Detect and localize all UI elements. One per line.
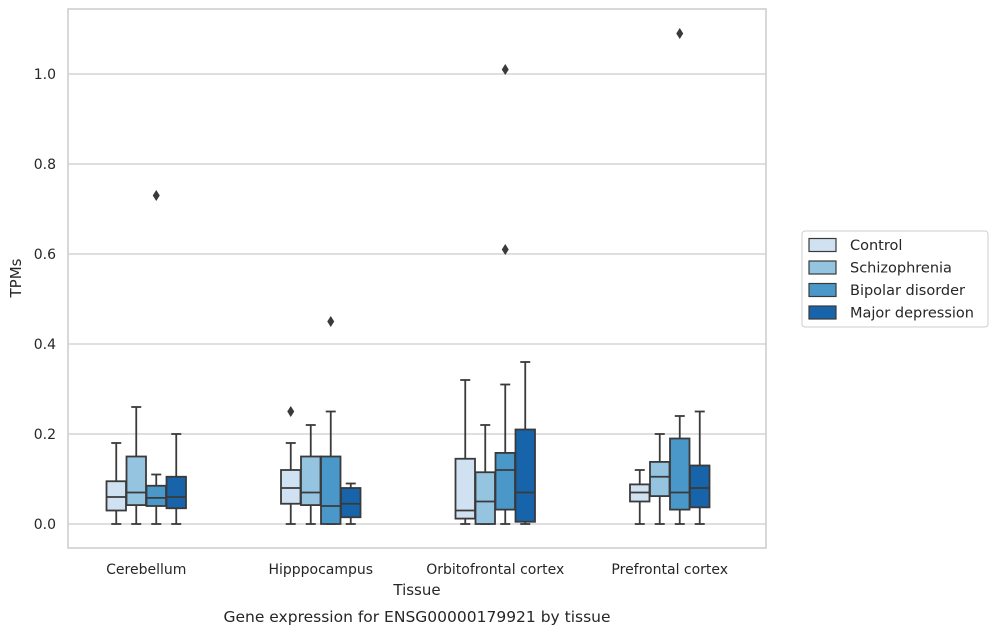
iqr-box: [105, 480, 127, 512]
legend-frame: [801, 230, 989, 328]
gridlines: [68, 73, 766, 525]
box-series: [105, 28, 711, 525]
x-axis-title: Tissue: [392, 581, 440, 599]
box-bipolar-disorder: [494, 64, 516, 525]
chart-caption: Gene expression for ENSG00000179921 by t…: [223, 608, 610, 626]
box-control: [280, 406, 302, 525]
box-major-depression: [689, 410, 711, 525]
iqr-box: [280, 469, 302, 505]
outlier-marker: [152, 190, 160, 201]
x-tick-label: Orbitofrontal cortex: [426, 562, 564, 578]
outlier-marker: [501, 244, 509, 255]
legend-swatch: [808, 237, 837, 253]
box-schizophrenia: [474, 424, 496, 525]
y-tick-label: 0.2: [34, 427, 56, 443]
legend-swatch: [808, 305, 837, 320]
x-tick-label: Prefrontal cortex: [611, 562, 728, 578]
legend-label: Major depression: [850, 306, 974, 322]
box-schizophrenia: [125, 406, 147, 525]
iqr-box: [340, 487, 362, 519]
legend-label: Schizophrenia: [850, 261, 952, 277]
axis-ticks: 0.0 0.2 0.4 0.6 0.8 1.0 Cerebellum Hipppocampus…: [34, 67, 728, 578]
y-tick-label: 0.0: [34, 517, 56, 533]
box-schizophrenia: [649, 433, 671, 525]
x-tick-label: Cerebellum: [106, 562, 186, 578]
outlier-marker: [501, 64, 509, 75]
plot-area-frame: [67, 8, 767, 549]
legend-swatch: [808, 260, 837, 275]
iqr-box: [125, 455, 147, 506]
box-control: [105, 442, 127, 525]
y-tick-label: 0.8: [34, 157, 56, 173]
iqr-box: [669, 437, 691, 511]
iqr-box: [494, 451, 516, 511]
iqr-box: [649, 460, 671, 497]
box-control: [454, 379, 476, 525]
box-bipolar-disorder: [320, 316, 342, 525]
box-major-depression: [165, 433, 187, 525]
x-tick-label: Hipppocampus: [268, 562, 373, 578]
legend-label: Control: [850, 238, 902, 254]
outlier-marker: [676, 28, 684, 39]
outlier-marker: [327, 316, 335, 327]
y-tick-label: 0.6: [34, 247, 56, 263]
y-tick-label: 0.4: [34, 337, 56, 353]
legend: Control Schizophrenia Bipolar disorder Majo…: [801, 230, 989, 328]
box-bipolar-disorder: [145, 190, 167, 525]
box-bipolar-disorder: [669, 28, 691, 525]
box-major-depression: [514, 361, 536, 525]
legend-label: Bipolar disorder: [850, 283, 965, 299]
y-axis-title: TPMs: [7, 258, 25, 298]
box-control: [629, 469, 651, 525]
iqr-box: [300, 455, 322, 506]
box-major-depression: [340, 482, 362, 525]
iqr-box: [165, 475, 187, 510]
iqr-box: [145, 484, 167, 507]
iqr-box: [514, 428, 536, 523]
iqr-box: [320, 455, 342, 525]
y-tick-label: 1.0: [34, 67, 56, 83]
box-schizophrenia: [300, 424, 322, 525]
legend-swatch: [808, 282, 837, 298]
outlier-marker: [287, 406, 295, 417]
iqr-box: [474, 471, 496, 525]
iqr-box: [689, 464, 711, 509]
